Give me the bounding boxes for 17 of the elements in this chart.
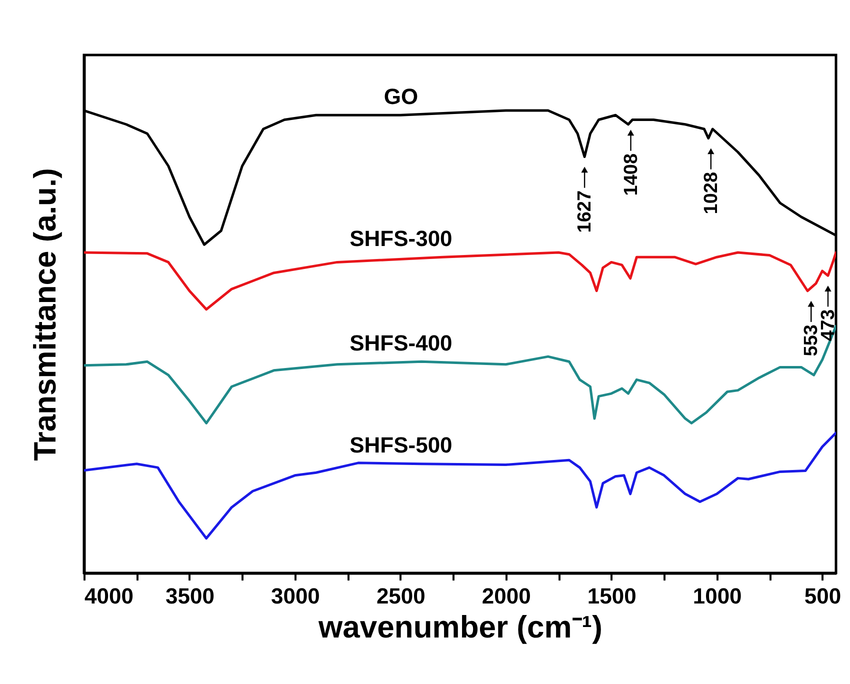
series-label: SHFS-400 xyxy=(350,330,452,356)
series-label: GO xyxy=(384,84,418,109)
y-axis-title: Transmittance (a.u.) xyxy=(28,168,62,461)
x-tick-label: 2000 xyxy=(482,584,531,608)
x-tick-label: 1000 xyxy=(692,584,742,608)
annotation: 1408 xyxy=(620,153,642,196)
series-label: SHFS-500 xyxy=(350,432,452,458)
series-label: SHFS-300 xyxy=(350,226,452,251)
annotation: 1028 xyxy=(700,172,722,214)
x-tick-label: 3500 xyxy=(165,584,214,608)
x-tick-label: 500 xyxy=(804,584,842,608)
x-tick-label: 4000 xyxy=(84,584,134,608)
x-tick-label: 2500 xyxy=(376,584,426,608)
x-tick-label: 3000 xyxy=(270,584,320,608)
annotation: 1627 xyxy=(574,190,596,233)
x-axis-title: wavenumber (cm⁻¹) xyxy=(318,610,602,644)
x-tick-label: 1500 xyxy=(587,584,636,608)
